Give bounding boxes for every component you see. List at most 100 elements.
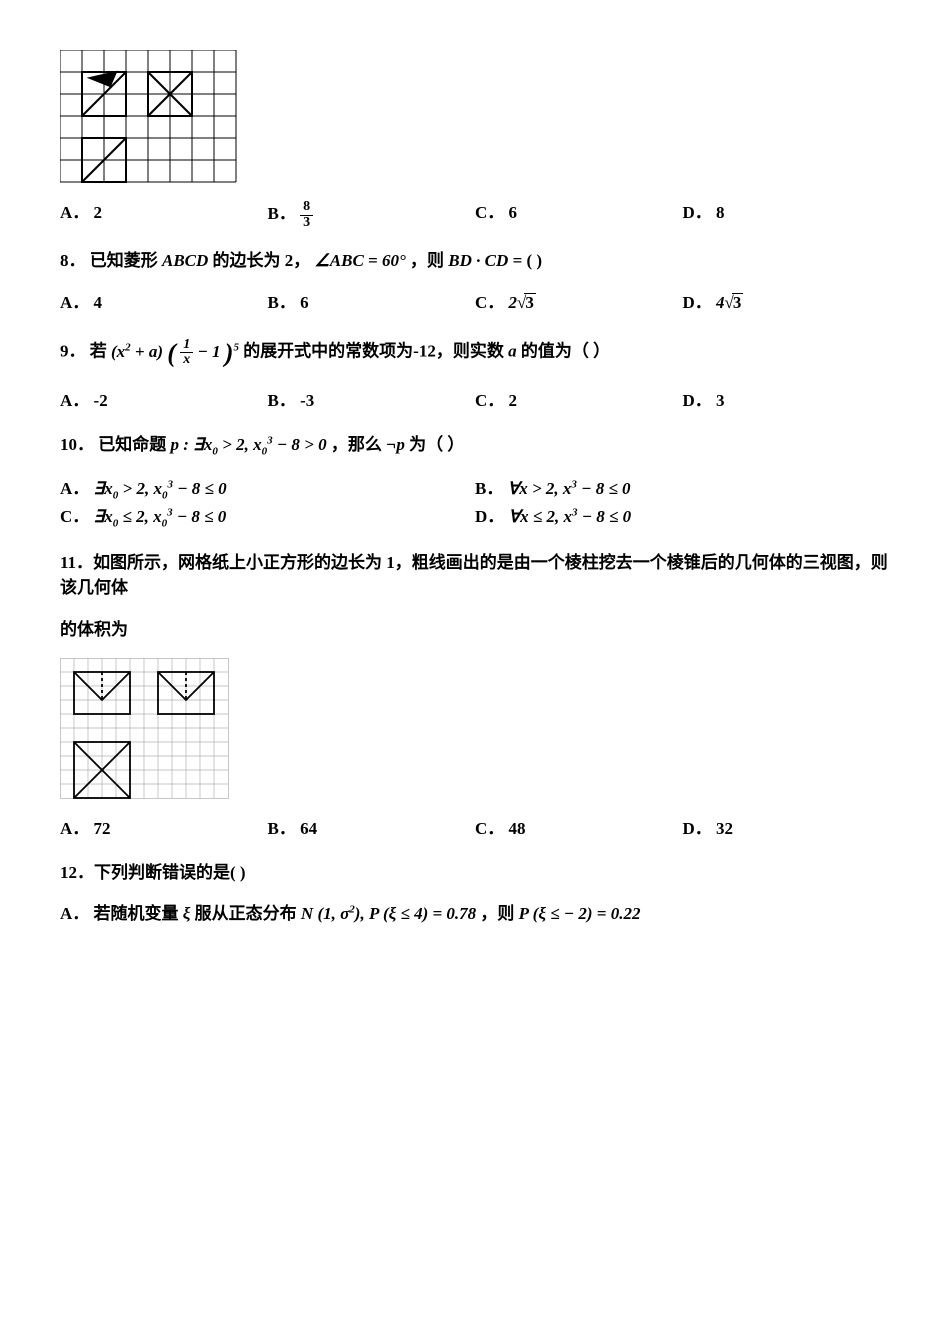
label-a: A． <box>60 391 89 410</box>
q10-t1: 已知命题 <box>98 435 166 454</box>
q9-b-val: -3 <box>300 391 314 410</box>
q8-t3: ，则 <box>410 251 444 270</box>
sqrt-icon: 3 <box>725 290 744 316</box>
q8-number: 8． <box>60 251 86 270</box>
q11-c-val: 48 <box>509 819 526 838</box>
q7-b-den: 3 <box>300 216 313 231</box>
q7-option-b: B． 8 3 <box>268 200 476 230</box>
label-c: C． <box>475 203 504 222</box>
q9-a: a <box>508 342 517 361</box>
q10-p: p : ∃x0 > 2, x03 − 8 > 0 <box>171 435 331 454</box>
lparen-icon: ( <box>167 338 176 367</box>
q10-c-s0b: 0 <box>162 517 168 529</box>
q10-c-m: ≤ 2, x <box>118 507 161 526</box>
q8-option-a: A． 4 <box>60 290 268 316</box>
q10-c-expr: ∃x0 ≤ 2, x03 − 8 ≤ 0 <box>94 507 227 526</box>
label-c: C． <box>475 391 504 410</box>
q11-stem-text: 如图所示，网格纸上小正方形的边长为 1，粗线画出的是由一个棱柱挖去一个棱锥后的几… <box>60 553 888 598</box>
label-a: A． <box>60 293 89 312</box>
q9-options: A． -2 B． -3 C． 2 D． 3 <box>60 388 890 414</box>
label-c: C． <box>60 507 89 526</box>
q8-d-pre: 4 <box>716 293 725 312</box>
q10-option-a: A． ∃x0 > 2, x03 − 8 ≤ 0 <box>60 476 475 504</box>
q12-a-t3: ，则 <box>480 904 514 923</box>
q10-a-expr: ∃x0 > 2, x03 − 8 ≤ 0 <box>94 479 227 498</box>
q10-option-d: D． ∀x ≤ 2, x3 − 8 ≤ 0 <box>475 504 890 532</box>
q10-pmid: > 2, x <box>218 435 262 454</box>
grid-svg <box>60 50 240 190</box>
q7-option-c: C． 6 <box>475 200 683 230</box>
q9-stem: 9． 若 (x2 + a) ( 1 x − 1 )5 的展开式中的常数项为-12… <box>60 333 890 372</box>
q9-open: (x <box>111 342 125 361</box>
q9-t2: 的展开式中的常数项为-12，则实数 <box>243 342 508 361</box>
q10-a-end: − 8 ≤ 0 <box>173 479 227 498</box>
q7-c-val: 6 <box>509 203 518 222</box>
q8-c-pre: 2 <box>509 293 518 312</box>
q10-options: A． ∃x0 > 2, x03 − 8 ≤ 0 B． ∀x > 2, x3 − … <box>60 476 890 532</box>
q9-expr: (x2 + a) ( 1 x − 1 )5 <box>111 342 243 361</box>
q10-p-txt: p : ∃x <box>171 435 213 454</box>
q11-options: A． 72 B． 64 C． 48 D． 32 <box>60 816 890 842</box>
q7-b-num: 8 <box>300 200 313 216</box>
q12-a-t2: 服从正态分布 <box>195 904 297 923</box>
label-a: A． <box>60 479 89 498</box>
q8-d-sqrt: 3 <box>732 293 744 311</box>
q10-d-expr: ∀x ≤ 2, x3 − 8 ≤ 0 <box>509 507 632 526</box>
q7-b-frac: 8 3 <box>300 200 313 230</box>
q11-d-val: 32 <box>716 819 733 838</box>
q9-option-c: C． 2 <box>475 388 683 414</box>
label-d: D． <box>475 507 504 526</box>
q12-number: 12． <box>60 863 94 882</box>
q9-frac-den: x <box>180 353 193 368</box>
q7-option-a: A． 2 <box>60 200 268 230</box>
q7-a-val: 2 <box>94 203 103 222</box>
q11-option-d: D． 32 <box>683 816 891 842</box>
q11-a-val: 72 <box>94 819 111 838</box>
label-b: B． <box>268 819 296 838</box>
q9-pow: 5 <box>233 341 239 353</box>
q12-a-label: A． <box>60 904 89 923</box>
q9-minus: − 1 <box>197 342 220 361</box>
q9-c-val: 2 <box>509 391 518 410</box>
q8-t4: ( ) <box>526 251 542 270</box>
label-c: C． <box>475 819 504 838</box>
label-a: A． <box>60 203 89 222</box>
label-c: C． <box>475 293 504 312</box>
label-a: A． <box>60 819 89 838</box>
q10-a-s0b: 0 <box>162 489 168 501</box>
q10-b-expr: ∀x > 2, x3 − 8 ≤ 0 <box>508 479 631 498</box>
q9-number: 9． <box>60 342 86 361</box>
label-b: B． <box>268 391 296 410</box>
q12-N-txt: N (1, σ <box>301 904 349 923</box>
q10-number: 10． <box>60 435 94 454</box>
q8-t1: 已知菱形 <box>90 251 162 270</box>
q10-t2: ，那么 <box>331 435 382 454</box>
q8-stem: 8． 已知菱形 ABCD 的边长为 2， ∠ABC = 60° ，则 BD · … <box>60 248 890 274</box>
q10-pend: − 8 > 0 <box>273 435 327 454</box>
label-b: B． <box>268 204 296 223</box>
q12-xi1: ξ <box>183 904 191 923</box>
q7-options: A． 2 B． 8 3 C． 6 D． 8 <box>60 200 890 230</box>
q8-option-b: B． 6 <box>268 290 476 316</box>
q10-stem: 10． 已知命题 p : ∃x0 > 2, x03 − 8 > 0 ，那么 ¬p… <box>60 432 890 460</box>
q9-frac-num: 1 <box>180 338 193 354</box>
q8-options: A． 4 B． 6 C． 23 D． 43 <box>60 290 890 316</box>
q9-t1: 若 <box>90 342 107 361</box>
label-d: D． <box>683 391 712 410</box>
q9-a-val: -2 <box>94 391 108 410</box>
q7-option-d: D． 8 <box>683 200 891 230</box>
q9-option-d: D． 3 <box>683 388 891 414</box>
q12-option-a: A． 若随机变量 ξ 服从正态分布 N (1, σ2), P (ξ ≤ 4) =… <box>60 901 890 927</box>
q8-b-val: 6 <box>300 293 309 312</box>
q7-figure <box>60 50 890 190</box>
q8-angle: ∠ABC = 60° <box>315 251 406 270</box>
q12-P2: P (ξ ≤ − 2) = 0.22 <box>519 904 641 923</box>
q10-option-c: C． ∃x0 ≤ 2, x03 − 8 ≤ 0 <box>60 504 475 532</box>
q9-option-b: B． -3 <box>268 388 476 414</box>
q10-negp: ¬p <box>386 435 405 454</box>
q10-s0b: 0 <box>262 445 268 457</box>
q9-d-val: 3 <box>716 391 725 410</box>
label-d: D． <box>683 819 712 838</box>
q8-option-c: C． 23 <box>475 290 683 316</box>
q8-a-val: 4 <box>94 293 103 312</box>
